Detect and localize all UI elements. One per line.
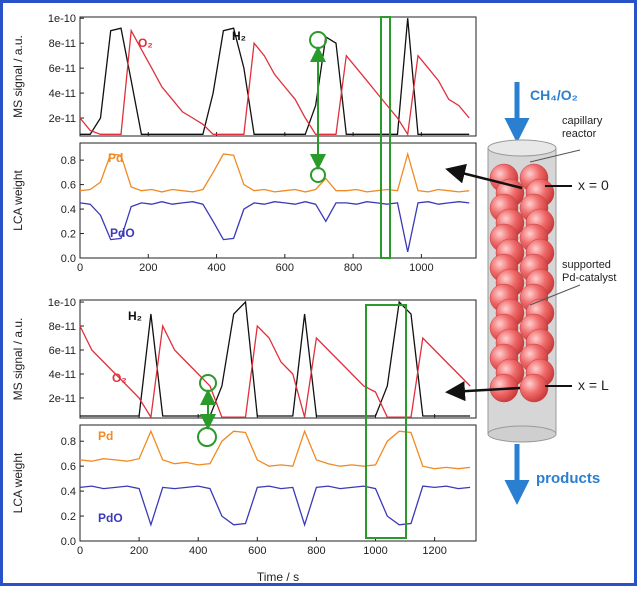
y-tick-label: 1e-10: [48, 297, 76, 309]
outlet-label: x = L: [578, 377, 609, 393]
pointer-arrow: [445, 381, 521, 402]
charts: 2e-11 4e-11 6e-11 8e-11 1e-10 MS signal / a.u…: [11, 13, 477, 584]
y-tick-label: 0.0: [61, 536, 76, 548]
catalyst-label-line: Pd-catalyst: [562, 272, 616, 284]
x-tick-label: 0: [77, 545, 83, 557]
x-tick-label: 200: [130, 545, 148, 557]
reactor-label: capillary reactor: [562, 115, 603, 140]
x-tick-label: 600: [248, 545, 266, 557]
series-label: Pd: [98, 429, 113, 443]
series-label: PdO: [110, 226, 135, 240]
y-tick-label: 0.6: [61, 180, 76, 192]
y-tick-label: 4e-11: [49, 88, 76, 100]
x-tick-label: 600: [276, 262, 294, 274]
series-label: Pd: [108, 151, 123, 165]
y-axis-label: LCA weight: [11, 452, 25, 513]
y-tick-label: 0.8: [61, 436, 76, 448]
x-tick-label: 1000: [363, 545, 387, 557]
feed-label: CH₄/O₂: [530, 87, 578, 103]
highlight-circle: [310, 167, 326, 183]
y-tick-label: 0.4: [61, 486, 76, 498]
y-tick-label: 0.0: [61, 253, 76, 265]
series-line: [79, 201, 470, 253]
series-label: H₂: [232, 29, 246, 43]
pointer: [529, 149, 581, 163]
y-tick-label: 1e-10: [48, 13, 76, 25]
capillary-bottom: [487, 425, 557, 443]
y-tick-label: 0.2: [61, 229, 76, 241]
products-label: products: [536, 470, 600, 487]
plot-area: [79, 142, 477, 259]
y-tick-label: 8e-11: [49, 38, 76, 50]
y-tick-label: 2e-11: [49, 113, 76, 125]
series-label: O₂: [138, 36, 153, 50]
series-label: O₂: [112, 371, 127, 385]
plot-area: [79, 424, 477, 542]
x-axis-label: Time / s: [257, 570, 299, 584]
highlight-box: [380, 16, 391, 259]
catalyst-label: supported Pd-catalyst: [562, 259, 616, 284]
y-tick-label: 4e-11: [49, 369, 76, 381]
y-tick-label: 0.6: [61, 461, 76, 473]
y-axis-label: MS signal / a.u.: [11, 318, 25, 401]
x-tick-label: 400: [189, 545, 207, 557]
catalyst-bed: [489, 163, 555, 403]
series-line: [79, 28, 470, 137]
pointer-arrow: [445, 163, 523, 190]
x-tick-label: 400: [207, 262, 225, 274]
y-axis-label: LCA weight: [11, 169, 25, 230]
reactor-label-line: reactor: [562, 128, 597, 140]
x-tick-label: 1000: [409, 262, 433, 274]
y-axis-label: MS signal / a.u.: [11, 35, 25, 118]
y-tick-label: 8e-11: [49, 321, 76, 333]
series-label: PdO: [98, 511, 123, 525]
series-label: H₂: [128, 309, 142, 323]
x-tick-label: 800: [344, 262, 362, 274]
y-tick-label: 0.4: [61, 204, 76, 216]
pointer: [529, 284, 581, 306]
highlight-box: [365, 304, 407, 539]
series-line: [80, 18, 470, 135]
x-tick-label: 200: [139, 262, 157, 274]
x-tick-label: 0: [77, 262, 83, 274]
catalyst-particle: [519, 373, 549, 403]
catalyst-label-line: supported: [562, 259, 611, 271]
reactor-diagram: CH₄/O₂ capillary reactor x = 0 supported P…: [445, 82, 616, 505]
inlet-label: x = 0: [578, 177, 609, 193]
highlight-circle: [197, 427, 217, 447]
y-tick-label: 2e-11: [49, 393, 76, 405]
x-tick-label: 1200: [422, 545, 446, 557]
series-line: [79, 151, 470, 193]
y-tick-label: 0.2: [61, 511, 76, 523]
capillary-top: [487, 139, 557, 157]
x-tick-label: 800: [307, 545, 325, 557]
reactor-label-line: capillary: [562, 115, 603, 127]
annotations: [197, 16, 407, 539]
y-tick-label: 6e-11: [49, 63, 76, 75]
y-tick-label: 0.8: [61, 155, 76, 167]
y-tick-label: 6e-11: [49, 345, 76, 357]
